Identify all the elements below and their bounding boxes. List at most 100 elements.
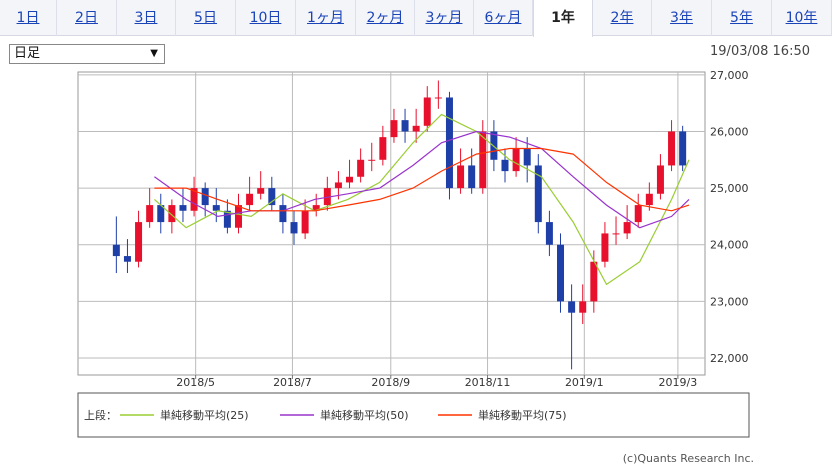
legend-item-label: 単純移動平均(75) (478, 408, 567, 422)
tab-9[interactable]: 6ヶ月 (474, 0, 533, 36)
x-axis: 2018/5 2018/7 2018/9 2018/11 2019/1 2019/3 (176, 375, 697, 389)
tab-4[interactable]: 5日 (176, 0, 236, 36)
candle (612, 216, 620, 245)
candle (157, 193, 165, 234)
candle (545, 210, 553, 257)
candle-body (334, 182, 342, 189)
candle-body (146, 205, 154, 223)
candle-body (512, 148, 520, 172)
candle-interval-select[interactable]: 日足 ▼ (9, 44, 165, 64)
legend-box (77, 392, 750, 438)
candle (579, 284, 587, 325)
candle (390, 108, 398, 143)
candle-body (112, 244, 120, 257)
legend-item-label: 単純移動平均(50) (320, 408, 409, 422)
tab-3[interactable]: 3日 (117, 0, 176, 36)
y-tick-label: 23,000 (710, 295, 749, 308)
candle-body (656, 165, 664, 194)
x-tick-label: 2019/1 (565, 376, 604, 389)
candle-body (123, 256, 131, 262)
candle (401, 108, 409, 143)
candle-body (645, 193, 653, 206)
candle (290, 210, 298, 245)
legend-item-label: 単純移動平均(25) (160, 408, 249, 422)
candle-body (257, 188, 265, 194)
candle-body (312, 205, 320, 211)
candle-body (668, 131, 676, 166)
candle-body (501, 159, 509, 172)
candle-body (168, 205, 176, 223)
y-tick-label: 24,000 (710, 239, 749, 252)
candle-body (201, 188, 209, 206)
ma-line-1 (154, 113, 690, 286)
candle-body (268, 188, 276, 206)
candle-body (135, 222, 143, 262)
candle (668, 120, 676, 172)
candle-body (379, 137, 387, 160)
candle (379, 125, 387, 166)
candle (123, 239, 131, 274)
candle-body (679, 131, 687, 166)
candle (634, 193, 642, 228)
candle-body (357, 159, 365, 177)
candle-body (457, 165, 465, 189)
candle-body (190, 188, 198, 211)
candle-body (179, 205, 187, 211)
ma-line-3 (154, 147, 690, 212)
candle-body (623, 222, 631, 234)
candle-body (290, 222, 298, 234)
tab-2[interactable]: 2日 (57, 0, 117, 36)
candle (568, 284, 576, 370)
candle-body (445, 97, 453, 189)
candle-body (534, 165, 542, 223)
candle-body (479, 131, 487, 189)
timestamp: 19/03/08 16:50 (710, 44, 810, 59)
candle (557, 233, 565, 313)
candle (312, 193, 320, 217)
candle-body (434, 97, 442, 99)
candle (434, 80, 442, 109)
candle (656, 154, 664, 200)
tab-5[interactable]: 10日 (236, 0, 296, 36)
candle-body (223, 210, 231, 228)
candle (423, 86, 431, 132)
tab-1[interactable]: 1日 (0, 0, 57, 36)
candle-body (401, 120, 409, 132)
candle (246, 176, 254, 211)
x-tick-label: 2018/11 (465, 376, 511, 389)
candle (368, 142, 376, 172)
candle (334, 171, 342, 200)
candle-body (279, 205, 287, 223)
candle (623, 205, 631, 240)
candle-body (579, 301, 587, 313)
candle-body (557, 244, 565, 302)
period-tab-bar: 1日 2日 3日 5日 10日 1ヶ月 2ヶ月 3ヶ月 6ヶ月 1年 2年 3年 5年 10年 (0, 0, 832, 37)
candle-body (323, 188, 331, 206)
ma-line-2 (154, 130, 690, 229)
tab-11[interactable]: 2年 (593, 0, 652, 36)
candle (135, 210, 143, 268)
candle-body (246, 193, 254, 206)
grid-lines (78, 72, 705, 375)
candle (234, 193, 242, 234)
x-tick-label: 2018/9 (371, 376, 410, 389)
candle-body (301, 210, 309, 234)
candle (412, 108, 420, 143)
candle (645, 182, 653, 211)
candle-body (346, 176, 354, 183)
candle (357, 148, 365, 183)
tab-13[interactable]: 5年 (712, 0, 772, 36)
candle-body (590, 261, 598, 302)
tab-8[interactable]: 3ヶ月 (415, 0, 474, 36)
tab-6[interactable]: 1ヶ月 (296, 0, 356, 36)
candle (601, 222, 609, 268)
candle (190, 176, 198, 217)
y-tick-label: 22,000 (710, 352, 749, 365)
tab-10[interactable]: 1年 (533, 0, 593, 37)
tab-12[interactable]: 3年 (652, 0, 712, 36)
dropdown-arrow-icon: ▼ (150, 48, 158, 59)
tab-7[interactable]: 2ヶ月 (356, 0, 415, 36)
candle-body (601, 233, 609, 262)
candle (146, 188, 154, 228)
